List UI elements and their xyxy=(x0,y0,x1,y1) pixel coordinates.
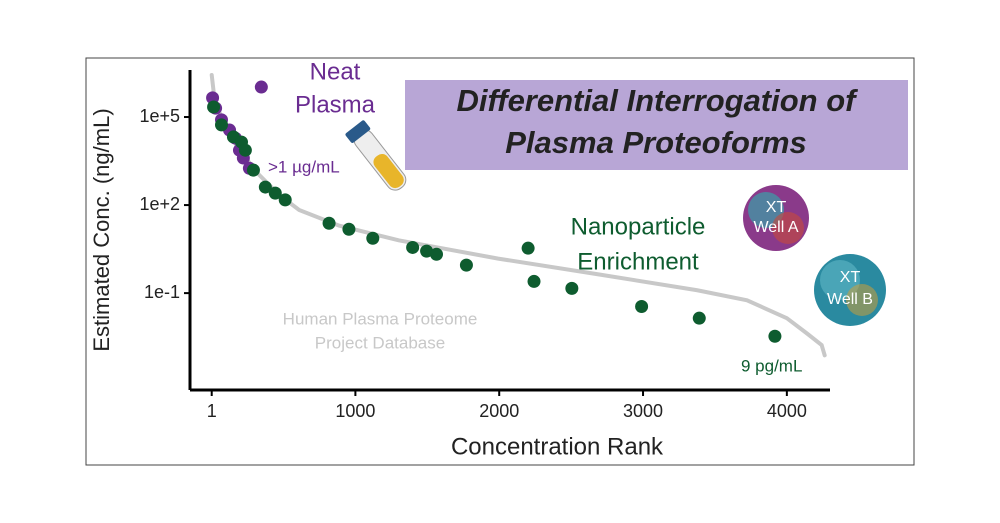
data-point xyxy=(214,118,228,132)
data-point xyxy=(420,244,434,258)
data-point xyxy=(342,222,356,236)
data-point xyxy=(527,274,541,288)
annotation: >1 µg/mL xyxy=(268,157,340,176)
annotation: Nanoparticle xyxy=(571,213,706,240)
data-point xyxy=(322,216,336,230)
x-tick-label: 3000 xyxy=(623,401,663,421)
data-point xyxy=(238,143,252,157)
data-point xyxy=(278,193,292,207)
annotation: Plasma xyxy=(295,91,376,118)
data-point xyxy=(459,258,473,272)
annotation: Project Database xyxy=(315,333,445,352)
annotation: Well A xyxy=(753,219,798,236)
annotation: XT xyxy=(840,269,861,286)
y-tick-label: 1e+2 xyxy=(139,194,180,214)
data-point xyxy=(430,247,444,261)
title-box xyxy=(405,80,908,170)
x-tick-label: 4000 xyxy=(767,401,807,421)
chart-title: Differential Interrogation of xyxy=(456,83,858,118)
data-point xyxy=(258,180,272,194)
data-point xyxy=(366,231,380,245)
data-point xyxy=(768,329,782,343)
y-tick-label: 1e+5 xyxy=(139,106,180,126)
data-point xyxy=(254,80,268,94)
x-tick-label: 2000 xyxy=(479,401,519,421)
data-point xyxy=(692,311,706,325)
y-tick-label: 1e-1 xyxy=(144,282,180,302)
annotation: Human Plasma Proteome xyxy=(283,309,478,328)
annotation: Neat xyxy=(310,58,361,85)
x-tick-label: 1000 xyxy=(335,401,375,421)
x-tick-label: 1 xyxy=(207,401,217,421)
protein-icon xyxy=(743,185,886,326)
annotation: Enrichment xyxy=(577,248,699,275)
data-point xyxy=(246,163,260,177)
annotation: XT xyxy=(766,199,787,216)
data-point xyxy=(268,186,282,200)
data-point xyxy=(207,100,221,114)
x-axis-label: Concentration Rank xyxy=(451,433,664,460)
data-point xyxy=(521,241,535,255)
chart-title: Plasma Proteoforms xyxy=(505,125,807,160)
annotation: Well B xyxy=(827,291,873,308)
annotation: 9 pg/mL xyxy=(741,356,802,375)
data-point xyxy=(635,299,649,313)
data-point xyxy=(565,281,579,295)
y-axis-label: Estimated Conc. (ng/mL) xyxy=(89,108,114,351)
tube-icon xyxy=(345,120,407,191)
data-point xyxy=(406,240,420,254)
